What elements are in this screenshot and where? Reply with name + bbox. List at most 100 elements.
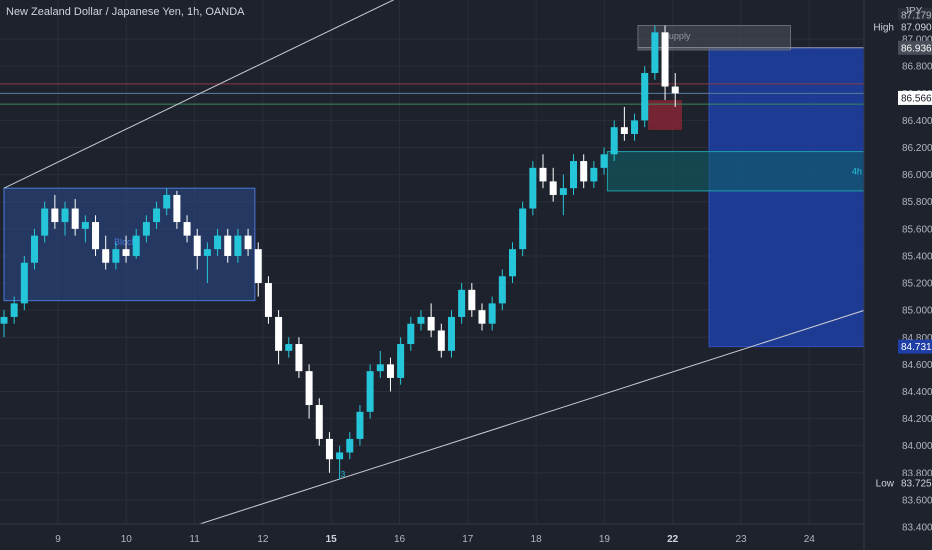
target-price-label: 84.731 — [901, 342, 932, 353]
y-tick-label: 85.800 — [902, 197, 932, 208]
top-price-label: 87.179 — [901, 10, 932, 21]
candle-body — [610, 127, 618, 155]
candle-body — [71, 208, 79, 229]
supply-price-label-bg — [898, 40, 932, 55]
x-tick-label: 17 — [462, 534, 474, 545]
candle-body — [539, 167, 547, 182]
order-block — [606, 151, 886, 192]
currency-label: JPY — [904, 6, 923, 17]
candle-body — [631, 120, 639, 134]
candle-body — [163, 194, 171, 209]
candle-body — [254, 249, 262, 284]
y-tick-label: 85.600 — [902, 224, 932, 235]
y-tick-label: 84.400 — [902, 387, 932, 398]
candle-body — [41, 208, 49, 236]
lower-channel-line — [190, 288, 932, 528]
chart-title: New Zealand Dollar / Japanese Yen, 1h, O… — [6, 6, 245, 18]
candle-body — [468, 289, 476, 311]
candle-body — [509, 249, 516, 277]
y-tick-label: 83.400 — [902, 523, 932, 534]
candle-body — [590, 167, 598, 182]
current-price-label-bg — [898, 90, 932, 105]
candle-body — [336, 452, 344, 460]
candle-body — [386, 364, 394, 378]
candle-body — [132, 235, 140, 256]
candle-body — [92, 222, 100, 250]
x-tick-label: 11 — [189, 534, 200, 545]
candle-body — [488, 303, 496, 324]
y-tick-label: 85.400 — [902, 251, 932, 262]
low-price-label: 83.725 — [901, 478, 932, 489]
candle-body — [264, 283, 272, 317]
candle-body — [244, 235, 252, 250]
candle-body — [376, 364, 384, 372]
candle-body — [203, 249, 211, 256]
candle-body — [346, 438, 354, 453]
candle-body — [275, 316, 283, 351]
candle-body — [498, 276, 506, 304]
candle-body — [519, 208, 527, 250]
candle-body — [549, 181, 557, 195]
candle-body — [447, 316, 455, 351]
candle-body — [478, 310, 486, 324]
candle-body — [671, 86, 679, 94]
y-tick-label: 86.400 — [902, 116, 932, 127]
candle-body — [142, 222, 150, 236]
candle-body — [214, 235, 222, 250]
y-tick-label: 87.000 — [902, 35, 932, 46]
candle-body — [580, 161, 588, 182]
x-tick-label: 9 — [55, 534, 61, 545]
candle-body — [366, 371, 374, 412]
candle-body — [81, 222, 89, 229]
candle-body — [234, 235, 242, 256]
candle-body — [193, 235, 201, 256]
candle-body — [183, 222, 191, 236]
candle-body — [407, 323, 415, 345]
supply-price-label: 86.936 — [901, 43, 932, 54]
candle-body — [20, 262, 28, 304]
candle-body — [285, 344, 293, 351]
candle-body — [458, 289, 466, 317]
candle-body — [61, 208, 69, 223]
y-tick-label: 84.800 — [902, 333, 932, 344]
candle-body — [295, 344, 303, 372]
y-tick-label: 84.600 — [902, 360, 932, 371]
candle-body — [315, 405, 323, 439]
high-label: High — [873, 22, 894, 33]
candle-body — [305, 371, 313, 406]
x-tick-label: 23 — [735, 534, 747, 545]
candle-body — [122, 249, 130, 256]
candle-body — [10, 303, 18, 317]
upper-channel-line — [3, 0, 395, 189]
candle-body — [224, 235, 232, 256]
x-tick-label: 12 — [257, 534, 269, 545]
y-tick-label: 86.200 — [902, 143, 932, 154]
candle-body — [437, 330, 445, 351]
candle-body — [51, 208, 59, 223]
candle-body — [417, 316, 425, 324]
y-tick-label: 86.000 — [902, 170, 932, 181]
y-tick-label: 83.800 — [902, 468, 932, 479]
candle-body — [427, 316, 435, 331]
candle-body — [559, 188, 567, 195]
y-tick-label: 85.000 — [902, 306, 932, 317]
supply-label: Supply — [663, 31, 691, 41]
supply-box — [637, 25, 791, 51]
candle-body — [600, 154, 608, 168]
current-price-label: 86.566 — [901, 93, 932, 104]
high-price-label-bg — [898, 19, 932, 34]
low-price-label-bg — [898, 475, 932, 490]
y-tick-label: 85.200 — [902, 279, 932, 290]
top-price-label-bg — [898, 7, 932, 22]
swing-label: 3 — [341, 470, 346, 479]
y-tick-label: 84.200 — [902, 414, 932, 425]
candle-body — [651, 32, 659, 73]
x-tick-label: 10 — [121, 534, 133, 545]
candle-body — [397, 344, 405, 378]
candle-body — [0, 316, 8, 324]
y-tick-label: 84.000 — [902, 441, 932, 452]
candle-body — [641, 72, 649, 121]
target-price-label-bg — [898, 339, 932, 354]
